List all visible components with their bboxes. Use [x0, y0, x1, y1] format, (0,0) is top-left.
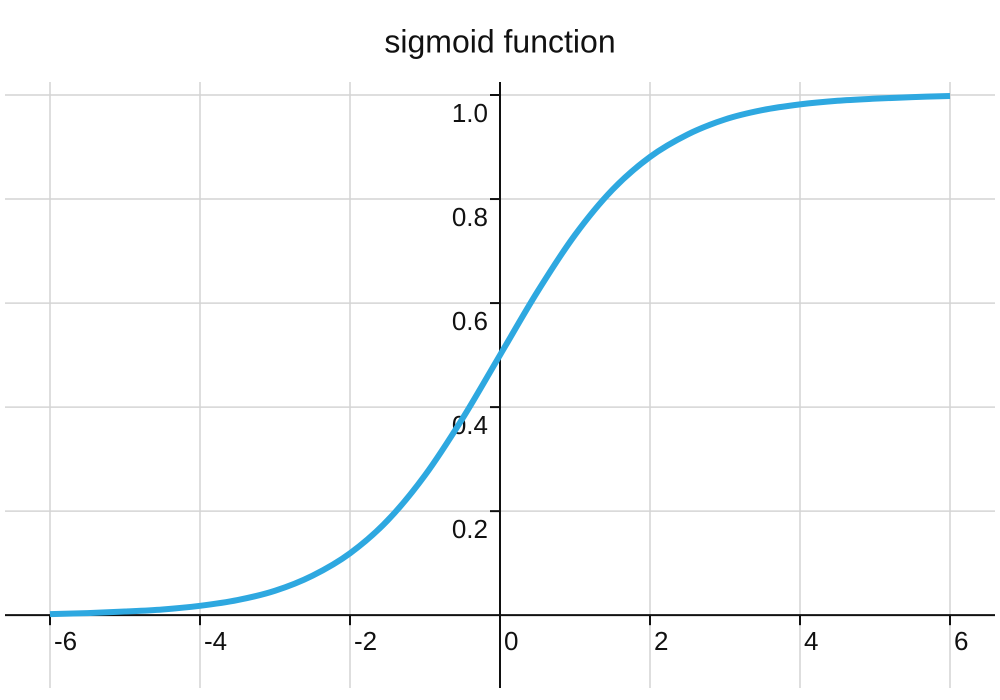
x-tick-label: -2	[354, 626, 377, 656]
chart-title: sigmoid function	[384, 23, 615, 59]
x-tick-label: -4	[204, 626, 227, 656]
y-tick-label: 0.8	[452, 202, 488, 232]
x-tick-label: 4	[804, 626, 818, 656]
x-tick-label: 0	[504, 626, 518, 656]
x-tick-label: -6	[54, 626, 77, 656]
sigmoid-line	[49, 93, 951, 618]
x-tick-label: 6	[954, 626, 968, 656]
x-tick-label: 2	[654, 626, 668, 656]
y-tick-label: 1.0	[452, 98, 488, 128]
y-tick-label: 0.6	[452, 306, 488, 336]
y-tick-label: 0.2	[452, 514, 488, 544]
